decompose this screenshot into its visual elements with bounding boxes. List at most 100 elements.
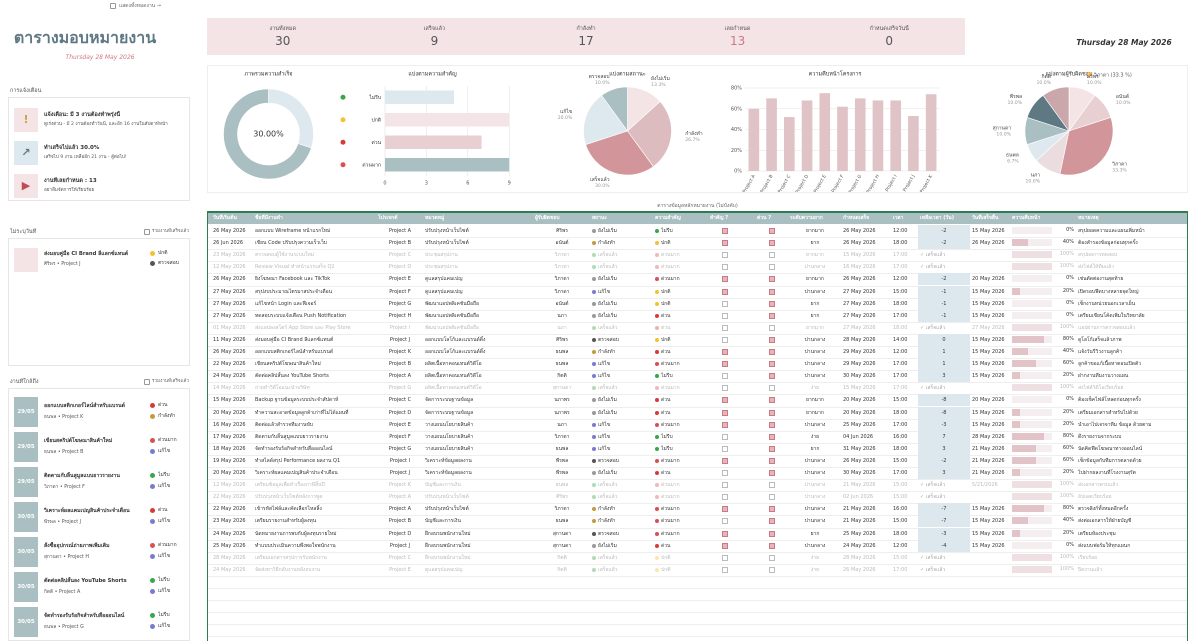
tag-dot <box>655 265 659 270</box>
checkbox[interactable] <box>722 264 728 271</box>
checkbox[interactable] <box>144 379 150 385</box>
checkbox[interactable] <box>110 3 116 9</box>
checkbox[interactable] <box>722 361 728 368</box>
checkbox[interactable] <box>722 506 728 513</box>
checkbox[interactable] <box>769 373 775 380</box>
slice <box>601 86 628 132</box>
checkbox[interactable] <box>722 494 728 501</box>
checkbox[interactable] <box>722 252 728 259</box>
table-cell: 18:00 <box>893 300 908 307</box>
toggle-label[interactable]: แสดงทั้งหมดงาน → <box>119 3 161 9</box>
checkbox[interactable] <box>769 530 775 537</box>
checkbox[interactable] <box>722 385 728 392</box>
checkbox[interactable] <box>722 373 728 380</box>
checkbox[interactable] <box>722 300 728 307</box>
checkbox[interactable] <box>722 240 728 247</box>
checkbox[interactable] <box>769 361 775 368</box>
checkbox[interactable] <box>722 276 728 283</box>
checkbox[interactable] <box>722 288 728 295</box>
slice <box>1042 86 1070 132</box>
checkbox[interactable] <box>769 470 775 476</box>
progress-label: 100% <box>1059 493 1074 500</box>
remaining-cell: 1 <box>918 346 970 359</box>
checkbox[interactable] <box>769 228 775 234</box>
remaining-cell: 7 <box>918 430 970 443</box>
checkbox[interactable] <box>722 336 728 343</box>
checkbox[interactable] <box>722 542 728 549</box>
checkbox[interactable] <box>769 312 775 319</box>
checkbox[interactable] <box>769 264 775 271</box>
table-cell: 5/21/2026 <box>972 482 998 489</box>
table-cell: แก้ไข <box>598 288 611 295</box>
remaining-cell: -4 <box>918 539 970 552</box>
tag-dot <box>592 277 596 282</box>
checkbox[interactable] <box>769 288 775 295</box>
tag-dot <box>150 554 155 559</box>
table-cell: ยากมาก <box>806 397 824 404</box>
row-line <box>208 249 1187 251</box>
checkbox[interactable] <box>769 494 775 501</box>
checkbox[interactable] <box>769 300 775 307</box>
checkbox[interactable] <box>722 397 728 404</box>
checkbox[interactable] <box>722 421 728 428</box>
checkbox[interactable] <box>722 312 728 319</box>
toggle-label[interactable]: รวมงานที่เสร็จแล้ว <box>152 229 189 234</box>
slice-label: ยังไม่เริ่ม <box>651 75 670 82</box>
toggle-label[interactable]: รวมงานที่เสร็จแล้ว <box>152 379 189 384</box>
checkbox[interactable] <box>722 482 728 489</box>
checkbox[interactable] <box>722 518 728 525</box>
tag-dot <box>150 484 155 489</box>
checkbox[interactable] <box>769 445 775 452</box>
table-cell: เตรียมข้อมูลเพื่อทำเรื่องภาษีสิ้นปี <box>255 482 325 489</box>
checkbox[interactable] <box>769 421 775 428</box>
tag-text: ไม่รีบ <box>158 472 170 478</box>
checkbox[interactable] <box>144 229 150 235</box>
checkbox[interactable] <box>769 506 775 513</box>
checkbox[interactable] <box>769 397 775 404</box>
table-cell: นภา <box>557 324 567 331</box>
checkbox[interactable] <box>722 324 728 331</box>
checkbox[interactable] <box>769 433 775 440</box>
table-frame <box>207 211 1188 641</box>
x-tick-label: Project D <box>795 173 811 192</box>
checkbox[interactable] <box>722 445 728 452</box>
checkbox[interactable] <box>769 385 775 392</box>
checkbox[interactable] <box>769 566 775 573</box>
bar <box>385 158 510 172</box>
table-cell: เสร็จแล้ว <box>598 385 618 392</box>
slice-value: 10.0% <box>1116 100 1131 106</box>
checkbox[interactable] <box>769 542 775 549</box>
checkbox[interactable] <box>722 530 728 537</box>
progress-label: 20% <box>1062 287 1074 294</box>
chart: ความคืบหน้าโครงการ 0% 20% 40% 60% 80% Project … <box>731 70 940 192</box>
checkbox[interactable] <box>722 457 728 464</box>
checkbox[interactable] <box>769 252 775 259</box>
checkbox[interactable] <box>769 409 775 416</box>
checkbox[interactable] <box>722 433 728 440</box>
checkbox[interactable] <box>722 349 728 355</box>
table-cell: 15 May 2026 <box>972 349 1005 355</box>
table-title: ตารางข้อมูลหลักหมายงาน (ไม่บังคับ) <box>657 203 738 209</box>
table-cell: กำลังทำ <box>598 518 616 525</box>
x-tick-label: 6 <box>466 181 469 187</box>
checkbox[interactable] <box>769 518 775 525</box>
checkbox[interactable] <box>722 409 728 416</box>
checkbox[interactable] <box>769 240 775 247</box>
checkbox[interactable] <box>769 336 775 343</box>
checkbox[interactable] <box>769 457 775 464</box>
checkbox[interactable] <box>722 566 728 573</box>
checkbox[interactable] <box>722 470 728 476</box>
checkbox[interactable] <box>722 554 728 561</box>
table-cell: 27 May 2026 <box>843 300 876 307</box>
checkbox[interactable] <box>769 349 775 355</box>
checkbox[interactable] <box>722 228 728 234</box>
checkbox[interactable] <box>769 276 775 283</box>
checkbox[interactable] <box>769 324 775 331</box>
table-cell: ศิริพร <box>556 336 568 343</box>
table-cell: ✓ เสร็จแล้ว <box>920 554 946 561</box>
checkbox[interactable] <box>769 554 775 561</box>
table-cell: เขียน Code ปรับปรุงความเร็วเว็บ <box>255 240 327 247</box>
checkbox[interactable] <box>769 482 775 489</box>
row-line <box>208 454 1187 456</box>
row-line <box>208 600 1187 602</box>
